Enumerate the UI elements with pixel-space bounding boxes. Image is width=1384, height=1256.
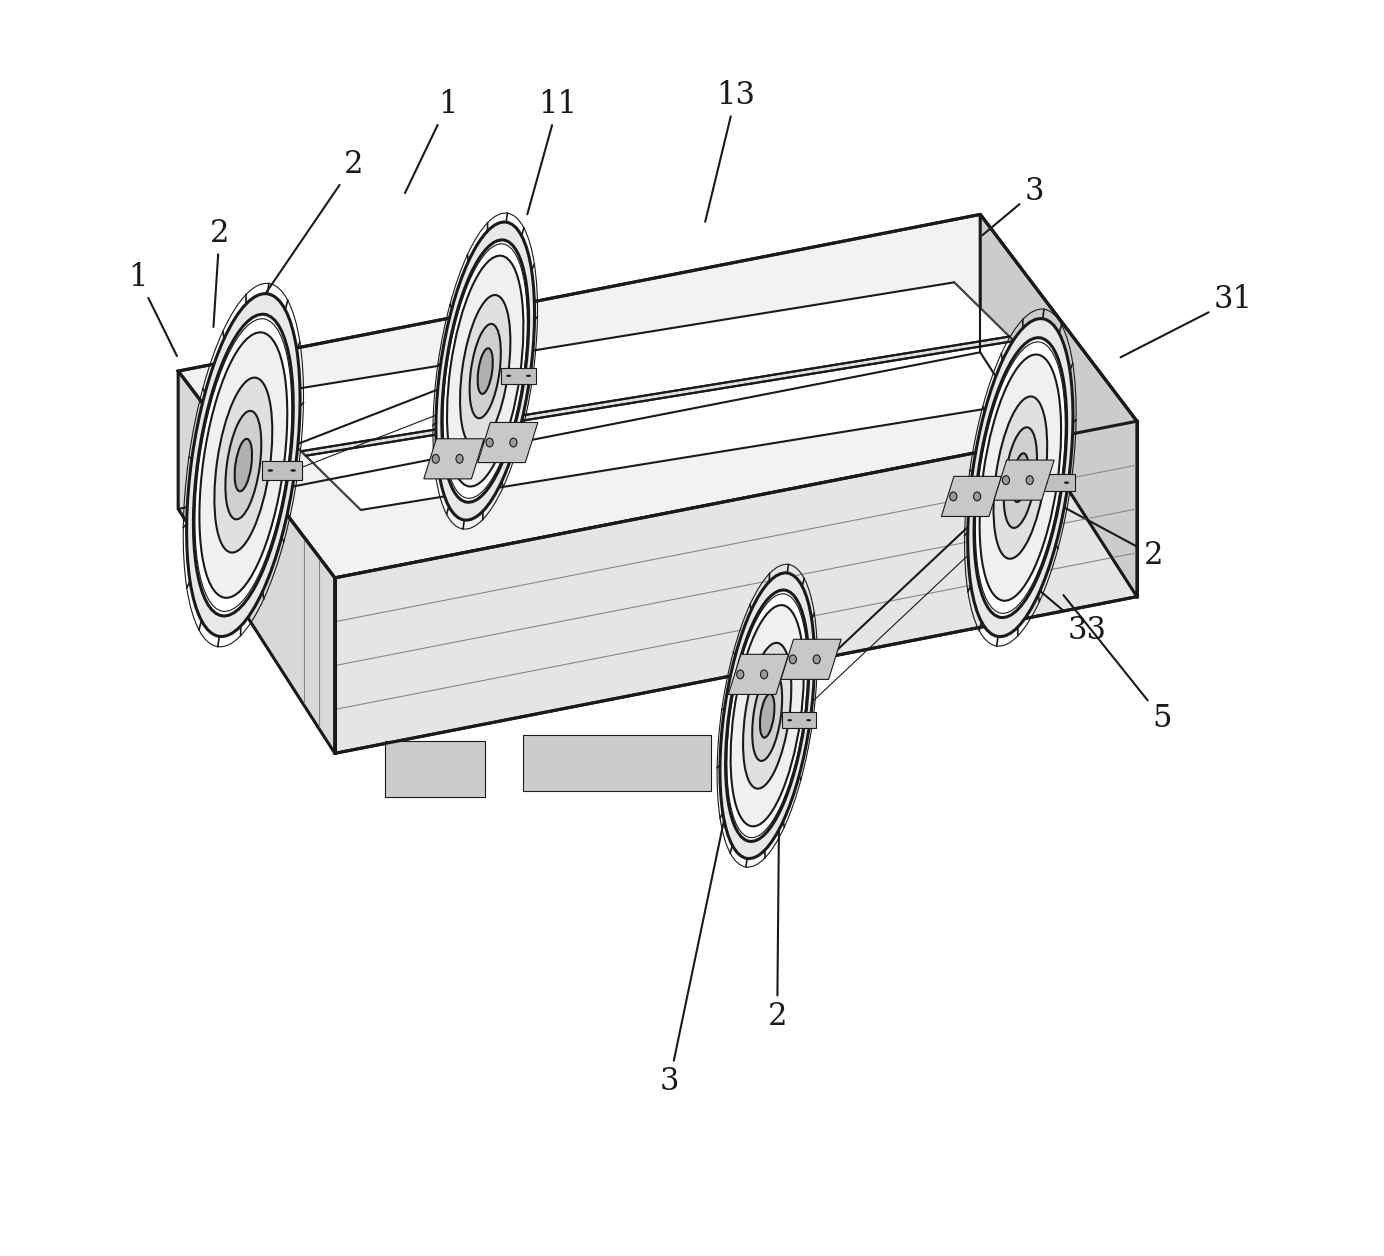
- Ellipse shape: [226, 411, 262, 519]
- Ellipse shape: [789, 654, 796, 663]
- Ellipse shape: [814, 654, 821, 663]
- Ellipse shape: [967, 319, 1073, 637]
- FancyBboxPatch shape: [1037, 475, 1075, 491]
- Polygon shape: [781, 639, 841, 679]
- Text: 3: 3: [660, 796, 729, 1098]
- Polygon shape: [302, 337, 1014, 456]
- Polygon shape: [179, 371, 335, 754]
- Ellipse shape: [486, 438, 493, 447]
- Polygon shape: [335, 421, 1136, 754]
- Text: 1: 1: [406, 89, 457, 193]
- Text: 33: 33: [983, 543, 1106, 646]
- Ellipse shape: [469, 324, 501, 418]
- Polygon shape: [477, 422, 538, 462]
- Polygon shape: [306, 342, 1068, 510]
- Polygon shape: [523, 735, 711, 791]
- Polygon shape: [191, 484, 266, 534]
- Text: 5: 5: [1063, 595, 1172, 734]
- Text: 11: 11: [527, 89, 577, 215]
- Ellipse shape: [436, 222, 534, 520]
- Ellipse shape: [268, 470, 273, 471]
- Polygon shape: [385, 741, 486, 798]
- Text: 2: 2: [1057, 504, 1163, 570]
- Ellipse shape: [1002, 476, 1009, 485]
- Polygon shape: [941, 476, 1002, 516]
- Text: 2: 2: [210, 217, 230, 327]
- Ellipse shape: [477, 348, 493, 394]
- Ellipse shape: [760, 693, 775, 737]
- Text: 3: 3: [983, 176, 1044, 235]
- Ellipse shape: [720, 573, 814, 859]
- Text: 2: 2: [768, 744, 787, 1032]
- Ellipse shape: [1003, 427, 1037, 528]
- FancyBboxPatch shape: [262, 461, 302, 480]
- Ellipse shape: [1026, 476, 1034, 485]
- Ellipse shape: [455, 455, 464, 463]
- Text: 2: 2: [262, 148, 364, 300]
- Ellipse shape: [743, 643, 792, 789]
- Ellipse shape: [731, 605, 804, 826]
- Ellipse shape: [291, 470, 295, 471]
- Ellipse shape: [753, 671, 782, 761]
- Ellipse shape: [725, 590, 808, 842]
- Polygon shape: [994, 460, 1055, 500]
- Polygon shape: [246, 283, 1009, 451]
- Ellipse shape: [760, 669, 768, 678]
- Polygon shape: [246, 283, 1068, 510]
- Polygon shape: [980, 215, 1136, 597]
- Polygon shape: [728, 654, 789, 695]
- Ellipse shape: [432, 455, 439, 463]
- Ellipse shape: [994, 397, 1048, 559]
- Ellipse shape: [1012, 453, 1028, 502]
- Ellipse shape: [441, 240, 529, 502]
- Polygon shape: [179, 215, 1136, 578]
- Ellipse shape: [736, 669, 743, 678]
- Ellipse shape: [974, 338, 1067, 618]
- Ellipse shape: [459, 295, 511, 447]
- Ellipse shape: [199, 333, 288, 598]
- Ellipse shape: [194, 314, 293, 615]
- Ellipse shape: [235, 438, 252, 491]
- Ellipse shape: [509, 438, 518, 447]
- Polygon shape: [424, 438, 484, 479]
- Text: 13: 13: [706, 80, 756, 222]
- Text: 1: 1: [129, 261, 177, 355]
- FancyBboxPatch shape: [501, 368, 537, 384]
- Text: 31: 31: [1121, 284, 1253, 357]
- FancyBboxPatch shape: [782, 712, 817, 728]
- Ellipse shape: [447, 256, 523, 486]
- Ellipse shape: [187, 294, 300, 637]
- Ellipse shape: [215, 378, 273, 553]
- Ellipse shape: [973, 492, 981, 501]
- Ellipse shape: [980, 354, 1062, 600]
- Ellipse shape: [949, 492, 956, 501]
